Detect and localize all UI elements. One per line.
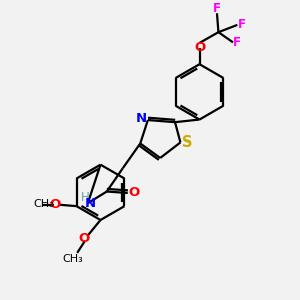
Text: CH₃: CH₃	[62, 254, 83, 264]
Text: O: O	[49, 198, 60, 211]
Text: N: N	[136, 112, 147, 125]
Text: H: H	[81, 191, 90, 204]
Text: F: F	[233, 36, 242, 49]
Text: F: F	[213, 2, 221, 14]
Text: F: F	[238, 18, 246, 32]
Text: CH₃: CH₃	[33, 199, 54, 209]
Text: S: S	[182, 135, 192, 150]
Text: N: N	[85, 197, 96, 210]
Text: O: O	[128, 187, 140, 200]
Text: O: O	[194, 41, 205, 54]
Text: O: O	[79, 232, 90, 245]
